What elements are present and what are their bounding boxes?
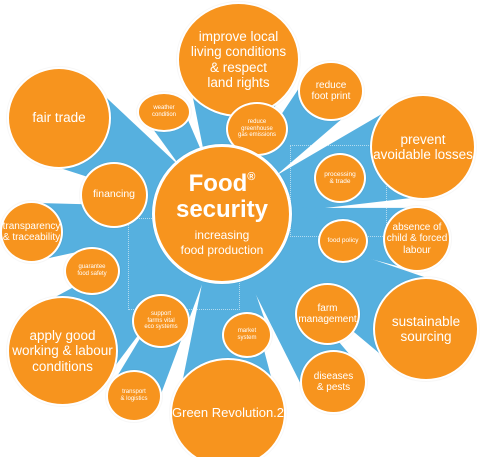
center-subtitle: increasing food production — [180, 228, 264, 257]
center-title-line2: security — [175, 195, 269, 223]
bubble-prevent-avoidable-losses: prevent avoidable losses — [370, 94, 476, 200]
bubble-diseases-pests: diseases & pests — [300, 350, 367, 414]
bubble-green-revolution: Green Revolution.2 — [170, 358, 286, 457]
bubble-transparency-traceability: transparency & traceability — [0, 201, 63, 263]
bubble-guarantee-food-safety: guarantee food safety — [64, 247, 120, 295]
bubble-apply-good-conditions: apply good working & labour conditions — [7, 296, 118, 406]
bubble-sustainable-sourcing: sustainable sourcing — [373, 277, 479, 381]
center-food-security: Food® security increasing food productio… — [152, 144, 292, 284]
registered-mark: ® — [247, 170, 256, 183]
bubble-transport-logistics: transport & logistics — [106, 370, 162, 422]
center-title: Food® — [188, 169, 256, 197]
bubble-weather-condition: weather condition — [137, 92, 191, 132]
bubble-food-policy: food policy — [318, 219, 368, 263]
bubble-reduce-foot-print: reduce foot print — [298, 61, 364, 121]
bubble-support-ecosystems: support farms vital eco systems — [132, 294, 190, 348]
bubble-absence-of-labour: absence of child & forced labour — [383, 206, 451, 272]
bubble-fair-trade: fair trade — [7, 67, 111, 169]
bubble-farm-management: farm management — [295, 283, 360, 345]
bubble-improve-local-living: improve local living conditions & respec… — [177, 2, 300, 117]
bubble-market-system: market system — [222, 312, 272, 358]
bubble-financing: financing — [80, 162, 148, 228]
bubble-processing-trade: processing & trade — [314, 153, 366, 203]
